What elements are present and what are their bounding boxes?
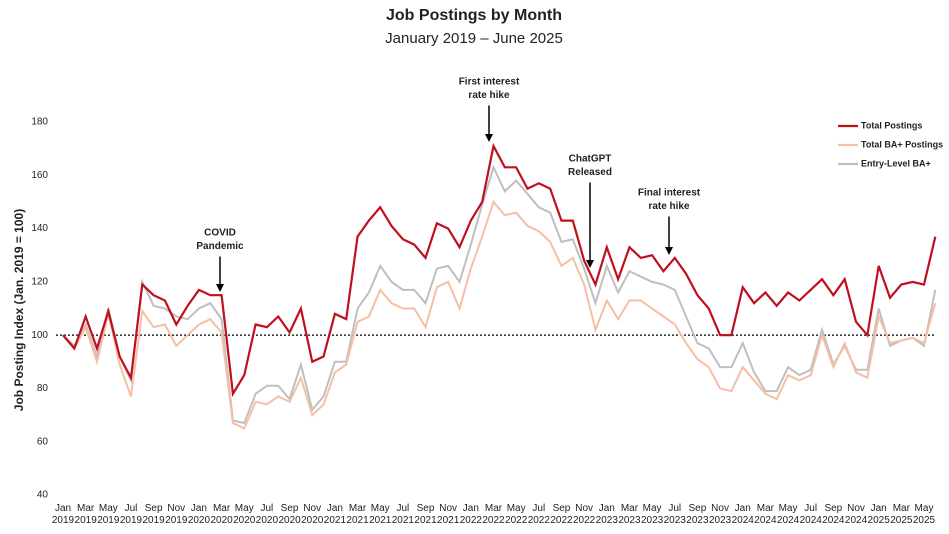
annotation-arrowhead	[216, 284, 224, 292]
y-tick-label: 140	[31, 223, 48, 234]
legend-label: Entry-Level BA+	[861, 158, 931, 168]
x-tick-label: Sep 2024	[822, 503, 845, 526]
x-tick-label: Nov 2020	[301, 503, 324, 526]
annotation-arrowhead	[485, 134, 493, 142]
annotation-arrowhead	[665, 247, 673, 255]
annotation-text: COVID	[204, 228, 236, 239]
annotation-text: rate hike	[648, 201, 690, 212]
legend-label: Total BA+ Postings	[861, 139, 943, 149]
x-tick-label: May 2025	[912, 503, 936, 526]
y-tick-label: 60	[37, 436, 49, 447]
x-tick-label: Nov 2024	[844, 503, 868, 526]
annotation-text: Pandemic	[196, 241, 244, 252]
x-tick-label: Mar 2021	[346, 503, 369, 526]
y-tick-label: 180	[31, 117, 48, 128]
x-tick-label: Mar 2024	[754, 503, 777, 526]
x-tick-label: Mar 2020	[210, 503, 233, 526]
series-line	[62, 164, 937, 425]
x-tick-label: Mar 2023	[618, 503, 641, 526]
x-tick-label: Jul 2019	[119, 503, 143, 526]
x-tick-label: Sep 2020	[278, 503, 301, 526]
x-tick-label: Jan 2022	[459, 503, 482, 526]
x-tick-label: Sep 2019	[142, 503, 165, 526]
x-tick-label: Jan 2021	[323, 503, 347, 526]
x-tick-label: May 2020	[233, 503, 256, 526]
y-tick-label: 80	[37, 383, 49, 394]
y-tick-label: 120	[31, 277, 48, 288]
x-tick-label: May 2024	[776, 503, 800, 526]
x-tick-label: Jan 2019	[51, 503, 75, 526]
x-tick-label: May 2019	[97, 503, 120, 526]
x-tick-label: Jul 2023	[663, 503, 686, 526]
x-tick-label: May 2022	[505, 503, 528, 526]
annotation-text: Final interest	[638, 188, 701, 199]
x-tick-label: Nov 2023	[708, 503, 732, 526]
chart-subtitle: January 2019 – June 2025	[385, 30, 563, 47]
x-tick-label: Sep 2021	[414, 503, 437, 526]
series-line	[62, 142, 937, 398]
x-tick-label: Mar 2019	[74, 503, 97, 526]
annotation-text: ChatGPT	[569, 154, 612, 165]
x-tick-label: Jul 2021	[391, 503, 414, 526]
x-tick-label: May 2023	[640, 503, 664, 526]
x-tick-label: Sep 2023	[686, 503, 709, 526]
x-tick-label: Mar 2025	[890, 503, 913, 526]
legend-label: Total Postings	[861, 120, 922, 130]
x-tick-label: May 2021	[369, 503, 392, 526]
x-tick-label: Jul 2020	[255, 503, 279, 526]
annotation-arrowhead	[586, 260, 594, 268]
x-tick-label: Mar 2022	[482, 503, 505, 526]
y-axis-label: Job Posting Index (Jan. 2019 = 100)	[12, 209, 26, 411]
x-tick-label: Jan 2024	[731, 503, 754, 526]
y-tick-label: 100	[31, 330, 48, 341]
x-tick-label: Nov 2022	[573, 503, 596, 526]
y-tick-label: 160	[31, 170, 48, 181]
annotation-text: First interest	[459, 77, 520, 88]
x-tick-label: Jul 2022	[527, 503, 550, 526]
x-tick-label: Nov 2021	[437, 503, 460, 526]
x-tick-label: Jan 2025	[867, 503, 890, 526]
x-tick-label: Sep 2022	[550, 503, 573, 526]
x-tick-label: Nov 2019	[165, 503, 188, 526]
annotation-text: Released	[568, 167, 612, 178]
series-line	[62, 199, 937, 430]
x-tick-label: Jan 2020	[187, 503, 211, 526]
annotation-text: rate hike	[468, 90, 510, 101]
y-tick-label: 40	[37, 490, 49, 501]
x-tick-label: Jul 2024	[799, 503, 822, 526]
x-tick-label: Jan 2023	[595, 503, 618, 526]
chart-title: Job Postings by Month	[386, 7, 562, 24]
